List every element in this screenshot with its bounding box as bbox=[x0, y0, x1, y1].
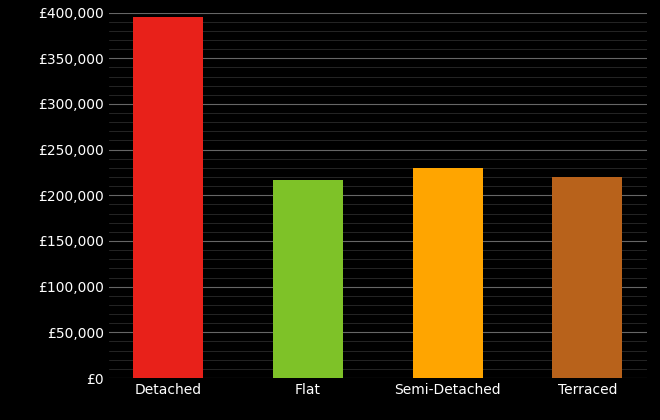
Bar bbox=[273, 180, 343, 378]
Bar bbox=[552, 177, 622, 378]
Bar bbox=[412, 168, 482, 378]
Bar bbox=[133, 17, 203, 378]
